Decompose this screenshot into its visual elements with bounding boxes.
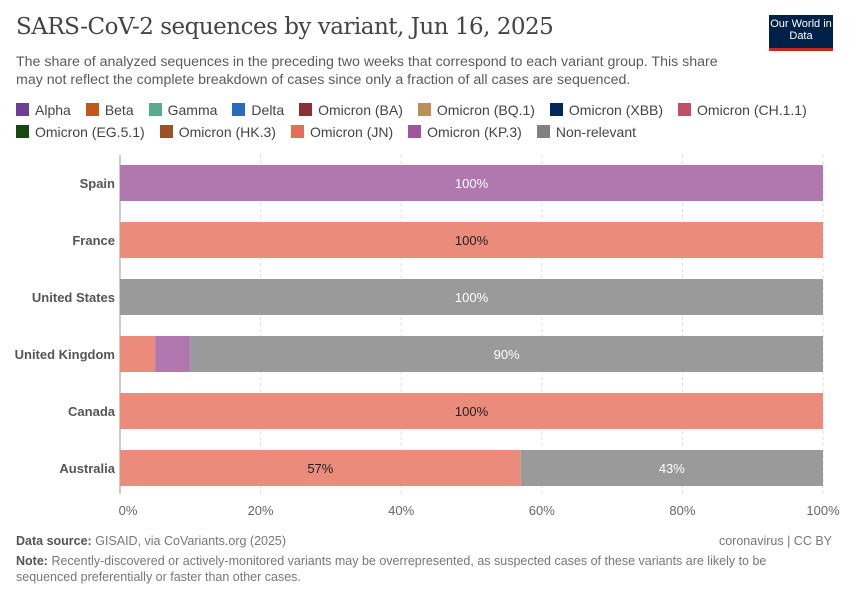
legend-label: Omicron (HK.3) <box>178 123 276 140</box>
legend: Alpha Beta Gamma Delta Omicron (BA) Omicron (… <box>16 101 836 140</box>
legend-swatch <box>299 103 313 116</box>
legend-label: Omicron (KP.3) <box>427 123 522 140</box>
legend-item[interactable]: Non-relevant <box>536 123 636 140</box>
legend-label: Gamma <box>167 101 218 118</box>
legend-label: Omicron (CH.1.1) <box>697 101 807 118</box>
data-label: 100% <box>455 290 489 305</box>
owid-logo[interactable]: Our World in Data <box>769 15 833 51</box>
legend-swatch <box>290 125 304 138</box>
legend-item[interactable]: Omicron (EG.5.1) <box>16 123 145 140</box>
data-label: 100% <box>455 233 489 248</box>
bar-segment <box>120 336 156 372</box>
x-tick-label: 60% <box>529 503 555 518</box>
legend-swatch <box>148 103 162 116</box>
note-label: Note: <box>16 554 48 568</box>
data-source: Data source: GISAID, via CoVariants.org … <box>16 534 286 548</box>
category-label: France <box>72 233 115 248</box>
legend-label: Alpha <box>35 101 71 118</box>
bar-segment <box>120 222 823 258</box>
legend-swatch <box>159 125 173 138</box>
legend-swatch <box>678 103 692 116</box>
note: Note: Recently-discovered or actively-mo… <box>16 553 806 585</box>
legend-swatch <box>16 103 29 116</box>
legend-label: Omicron (BA) <box>318 101 403 118</box>
category-label: United States <box>32 290 115 305</box>
data-label: 43% <box>659 461 685 476</box>
legend-swatch <box>408 125 422 138</box>
legend-item[interactable]: Omicron (BQ.1) <box>417 101 535 118</box>
bar-segment <box>120 393 823 429</box>
bar-segment <box>155 336 191 372</box>
legend-item[interactable]: Omicron (KP.3) <box>408 123 522 140</box>
legend-item[interactable]: Omicron (CH.1.1) <box>678 101 807 118</box>
legend-swatch <box>16 125 29 138</box>
legend-label: Omicron (BQ.1) <box>436 101 535 118</box>
bar-segment <box>120 450 521 486</box>
chart-subtitle: The share of analyzed sequences in the p… <box>16 54 718 88</box>
legend-item[interactable]: Gamma <box>148 101 218 118</box>
legend-label: Beta <box>104 101 134 118</box>
legend-item[interactable]: Omicron (BA) <box>299 101 403 118</box>
bar-segment <box>520 450 823 486</box>
legend-label: Omicron (EG.5.1) <box>35 123 145 140</box>
chart-title: SARS-CoV-2 sequences by variant, Jun 16,… <box>16 14 554 40</box>
data-label: 100% <box>455 176 489 191</box>
legend-label: Non-relevant <box>555 123 636 140</box>
data-label: 100% <box>455 404 489 419</box>
category-label: United Kingdom <box>15 347 115 362</box>
x-tick-label: 0% <box>119 503 138 518</box>
legend-swatch <box>417 103 431 116</box>
legend-item[interactable]: Alpha <box>16 101 71 118</box>
legend-label: Omicron (JN) <box>309 123 394 140</box>
x-tick-label: 20% <box>248 503 274 518</box>
category-label: Canada <box>68 404 116 419</box>
source-label: Data source: <box>16 534 92 548</box>
legend-swatch <box>232 103 246 116</box>
source-text[interactable]: GISAID, via CoVariants.org (2025) <box>95 534 287 548</box>
data-label: 90% <box>494 347 520 362</box>
bar-segment <box>190 336 824 372</box>
x-tick-label: 40% <box>388 503 414 518</box>
legend-label: Omicron (XBB) <box>568 101 664 118</box>
license[interactable]: coronavirus | CC BY <box>718 534 832 548</box>
legend-item[interactable]: Beta <box>85 101 134 118</box>
x-tick-label: 80% <box>669 503 695 518</box>
legend-item[interactable]: Omicron (HK.3) <box>159 123 276 140</box>
legend-item[interactable]: Omicron (JN) <box>290 123 394 140</box>
category-label: Australia <box>59 461 115 476</box>
legend-label: Delta <box>251 101 285 118</box>
note-text: Recently-discovered or actively-monitore… <box>16 554 767 584</box>
bar-segment <box>120 279 823 315</box>
legend-swatch <box>85 103 99 116</box>
bar-segment <box>120 165 823 201</box>
x-tick-label: 100% <box>806 503 840 518</box>
category-label: Spain <box>80 176 115 191</box>
legend-item[interactable]: Omicron (XBB) <box>549 101 664 118</box>
legend-swatch <box>536 125 550 138</box>
data-label: 57% <box>307 461 333 476</box>
legend-swatch <box>549 103 563 116</box>
legend-item[interactable]: Delta <box>232 101 284 118</box>
